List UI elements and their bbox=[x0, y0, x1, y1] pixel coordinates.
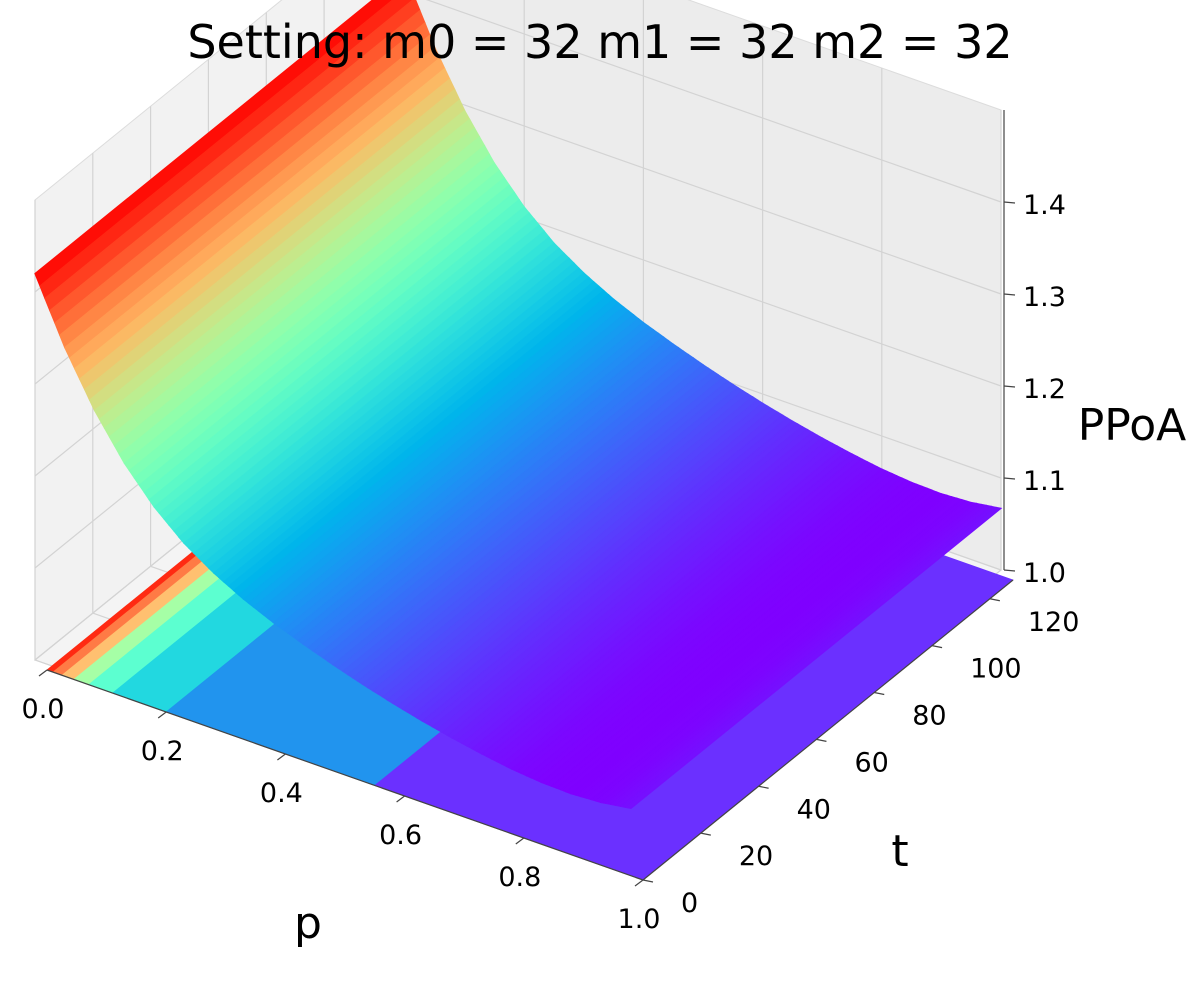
y-tick-label: 100 bbox=[970, 654, 1022, 685]
x-tick-mark bbox=[38, 669, 48, 677]
z-tick-label: 1.1 bbox=[1023, 466, 1066, 497]
x-tick-mark bbox=[396, 795, 405, 803]
y-tick-label: 20 bbox=[739, 841, 773, 872]
surface-strip bbox=[624, 506, 1003, 810]
z-tick-mark bbox=[1003, 569, 1016, 572]
y-axis-label: t bbox=[891, 826, 908, 877]
y-tick-label: 80 bbox=[912, 701, 946, 732]
surface-plot bbox=[34, 0, 1003, 810]
z-tick-mark bbox=[1003, 293, 1016, 296]
y-tick-label: 120 bbox=[1028, 607, 1080, 638]
surface-strip bbox=[39, 0, 414, 300]
z-tick-label: 1.2 bbox=[1023, 374, 1066, 405]
x-tick-mark bbox=[157, 711, 167, 719]
x-tick-label: 0.0 bbox=[22, 694, 65, 725]
y-tick-mark bbox=[816, 738, 827, 742]
x-tick-mark bbox=[634, 879, 644, 887]
x-tick-label: 0.8 bbox=[498, 862, 541, 893]
y-tick-mark bbox=[700, 832, 711, 836]
z-tick-label: 1.0 bbox=[1023, 558, 1066, 589]
y-tick-label: 40 bbox=[797, 794, 831, 825]
z-tick-mark bbox=[1003, 201, 1016, 204]
z-tick-label: 1.4 bbox=[1023, 190, 1066, 221]
x-axis-line bbox=[46, 669, 644, 881]
x-tick-label: 0.4 bbox=[260, 778, 303, 809]
x-tick-mark bbox=[515, 837, 525, 845]
chart-title: Setting: m0 = 32 m1 = 32 m2 = 32 bbox=[187, 15, 1012, 69]
y-axis-line bbox=[642, 579, 1014, 881]
surface-strip bbox=[34, 0, 394, 287]
y-tick-mark bbox=[642, 879, 654, 883]
z-axis-label: PPoA bbox=[1078, 400, 1187, 451]
x-tick-label: 0.2 bbox=[141, 736, 184, 767]
y-tick-label: 0 bbox=[681, 888, 698, 919]
x-axis-label: p bbox=[294, 898, 322, 949]
z-tick-label: 1.3 bbox=[1023, 282, 1066, 313]
y-tick-mark bbox=[931, 645, 943, 649]
x-tick-label: 1.0 bbox=[618, 904, 661, 935]
z-tick-mark bbox=[1003, 477, 1016, 480]
x-tick-mark bbox=[277, 753, 286, 761]
z-tick-mark bbox=[1003, 385, 1016, 388]
y-tick-mark bbox=[874, 691, 885, 696]
x-tick-label: 0.6 bbox=[379, 820, 422, 851]
y-tick-mark bbox=[989, 598, 1000, 602]
y-tick-mark bbox=[758, 785, 769, 789]
y-tick-label: 60 bbox=[854, 747, 888, 778]
